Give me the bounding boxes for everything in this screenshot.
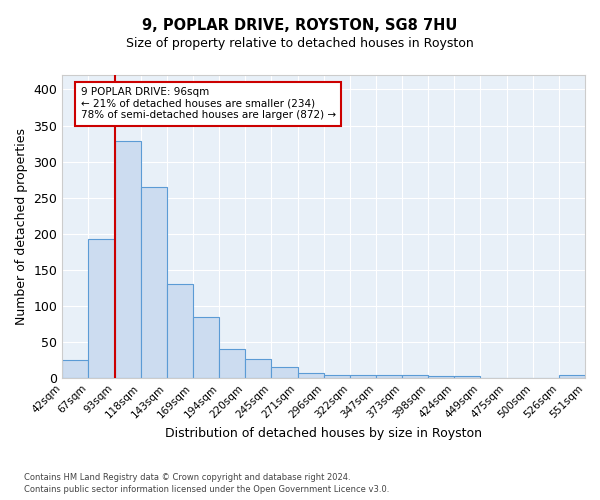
Bar bbox=[167, 284, 193, 378]
Bar bbox=[402, 376, 428, 378]
Text: 9 POPLAR DRIVE: 96sqm
← 21% of detached houses are smaller (234)
78% of semi-det: 9 POPLAR DRIVE: 96sqm ← 21% of detached … bbox=[80, 87, 336, 120]
Bar bbox=[298, 372, 323, 378]
X-axis label: Distribution of detached houses by size in Royston: Distribution of detached houses by size … bbox=[165, 427, 482, 440]
Bar bbox=[115, 142, 140, 378]
Y-axis label: Number of detached properties: Number of detached properties bbox=[15, 128, 28, 325]
Bar bbox=[271, 367, 298, 378]
Bar bbox=[350, 374, 376, 378]
Bar bbox=[376, 376, 402, 378]
Text: Size of property relative to detached houses in Royston: Size of property relative to detached ho… bbox=[126, 38, 474, 51]
Text: 9, POPLAR DRIVE, ROYSTON, SG8 7HU: 9, POPLAR DRIVE, ROYSTON, SG8 7HU bbox=[142, 18, 458, 32]
Bar bbox=[88, 239, 115, 378]
Bar bbox=[323, 374, 350, 378]
Text: Contains HM Land Registry data © Crown copyright and database right 2024.: Contains HM Land Registry data © Crown c… bbox=[24, 472, 350, 482]
Text: Contains public sector information licensed under the Open Government Licence v3: Contains public sector information licen… bbox=[24, 485, 389, 494]
Bar bbox=[219, 350, 245, 378]
Bar bbox=[245, 359, 271, 378]
Bar bbox=[454, 376, 481, 378]
Bar bbox=[140, 187, 167, 378]
Bar bbox=[428, 376, 454, 378]
Bar bbox=[62, 360, 88, 378]
Bar bbox=[559, 376, 585, 378]
Bar bbox=[193, 317, 219, 378]
